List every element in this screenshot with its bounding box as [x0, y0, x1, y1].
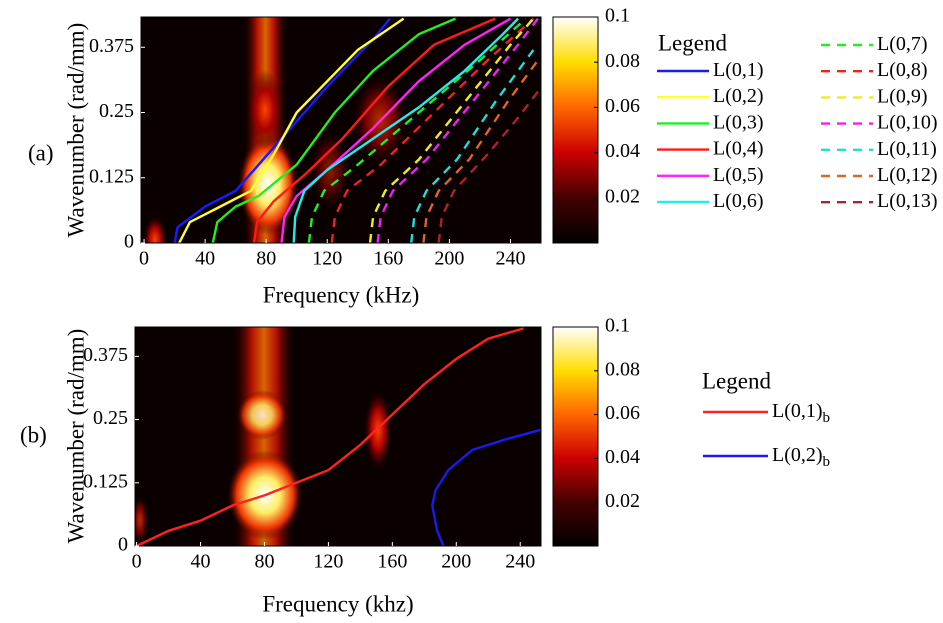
curve	[307, 17, 527, 243]
legend-label: L(0,1)	[713, 59, 764, 81]
legend-label: L(0,12)	[877, 164, 938, 186]
legend-label: L(0,10)	[877, 111, 938, 133]
colorbar-tick-label: 0.04	[605, 140, 640, 162]
plot-area	[136, 327, 541, 546]
legend-label: L(0,13)	[877, 190, 938, 212]
curve	[136, 327, 524, 546]
x-tick-label: 80	[256, 248, 276, 270]
legend-name: L(0,5)	[713, 163, 764, 185]
y-axis-label: Wavenumber (rad/mm)	[63, 23, 88, 238]
colorbar-tick-label: 0.1	[605, 5, 630, 27]
legend-name: L(0,3)	[713, 111, 764, 133]
x-tick-label: 160	[373, 248, 403, 270]
legend-title: Legend	[702, 368, 771, 393]
x-tick-label: 120	[313, 551, 343, 573]
x-tick-label: 40	[191, 551, 211, 573]
legend-label: L(0,3)	[713, 111, 764, 133]
curve	[280, 17, 512, 243]
x-axis-label: Frequency (khz)	[262, 591, 413, 616]
x-tick-label: 0	[132, 551, 142, 573]
legend-name: L(0,10)	[877, 111, 938, 133]
plot-frame	[134, 326, 542, 547]
legend-label: L(0,5)	[713, 163, 764, 185]
colorbar-tick-label: 0.06	[605, 402, 640, 424]
curve	[431, 428, 541, 546]
legend-name: L(0,1)	[772, 400, 823, 422]
legend-label: L(0,7)	[877, 33, 928, 55]
legend-name: L(0,13)	[877, 190, 938, 212]
colorbar-tick-label: 0.06	[605, 95, 640, 117]
legend-name: L(0,7)	[877, 33, 928, 55]
plot-frame	[140, 16, 542, 244]
x-tick-label: 120	[312, 248, 342, 270]
panel-label: (b)	[20, 422, 47, 447]
legend-label: L(0,9)	[877, 85, 928, 107]
x-tick-label: 160	[377, 551, 407, 573]
panel-label: (a)	[28, 140, 54, 165]
curve	[437, 90, 539, 243]
legend-name: L(0,8)	[877, 59, 928, 81]
x-tick-label: 0	[139, 248, 149, 270]
colorbar-tick-label: 0.08	[605, 50, 640, 72]
legend-label: L(0,8)	[877, 59, 928, 81]
legend-name: L(0,2)	[772, 444, 823, 466]
legend-name: L(0,6)	[713, 190, 764, 212]
colorbar-tick-label: 0.02	[605, 490, 640, 512]
curve	[252, 17, 496, 243]
curve	[330, 17, 535, 243]
legend-label: L(0,6)	[713, 190, 764, 212]
x-tick-label: 40	[195, 248, 215, 270]
curve	[173, 17, 391, 243]
y-axis-label: Wavenumber (rad/mm)	[63, 329, 88, 544]
legend-label: L(0,4)	[713, 137, 764, 159]
y-tick-label: 0.125	[89, 165, 134, 187]
colorbar	[552, 16, 599, 244]
colorbar	[552, 326, 599, 547]
curve	[422, 59, 539, 243]
y-tick-label: 0.25	[93, 407, 128, 429]
legend-label: L(0,11)	[877, 137, 937, 159]
curve	[410, 49, 535, 243]
y-tick-label: 0.375	[89, 35, 134, 57]
heatmap-b	[135, 327, 541, 546]
y-tick-label: 0	[124, 231, 134, 253]
plot-area	[173, 17, 539, 243]
colorbar-tick-label: 0.08	[605, 358, 640, 380]
legend-title: Legend	[658, 30, 727, 55]
y-tick-label: 0	[118, 534, 128, 556]
legend-subscript: b	[823, 454, 831, 470]
legend-name: L(0,12)	[877, 164, 938, 186]
colorbar-tick-label: 0.02	[605, 185, 640, 207]
x-tick-label: 200	[441, 551, 471, 573]
y-tick-label: 0.25	[99, 100, 134, 122]
curve	[376, 17, 539, 243]
legend-subscript: b	[823, 410, 831, 426]
curve	[211, 17, 456, 243]
curve	[292, 17, 519, 243]
legend-name: L(0,4)	[713, 137, 764, 159]
y-tick-label: 0.375	[83, 344, 128, 366]
legend-name: L(0,9)	[877, 85, 928, 107]
legend-name: L(0,1)	[713, 59, 764, 81]
y-tick-label: 0.125	[83, 470, 128, 492]
legend-name: L(0,2)	[713, 85, 764, 107]
legend-label: L(0,2)b	[772, 444, 830, 471]
legend-label: L(0,2)	[713, 85, 764, 107]
curve	[368, 17, 535, 243]
x-tick-label: 240	[495, 248, 525, 270]
x-tick-label: 240	[505, 551, 535, 573]
curve	[178, 17, 405, 243]
colorbar-tick-label: 0.1	[605, 315, 630, 337]
colorbar-tick-label: 0.04	[605, 446, 640, 468]
x-tick-label: 200	[434, 248, 464, 270]
legend-name: L(0,11)	[877, 137, 937, 159]
x-axis-label: Frequency (kHz)	[263, 282, 419, 307]
x-tick-label: 80	[254, 551, 274, 573]
legend-label: L(0,1)b	[772, 400, 830, 427]
